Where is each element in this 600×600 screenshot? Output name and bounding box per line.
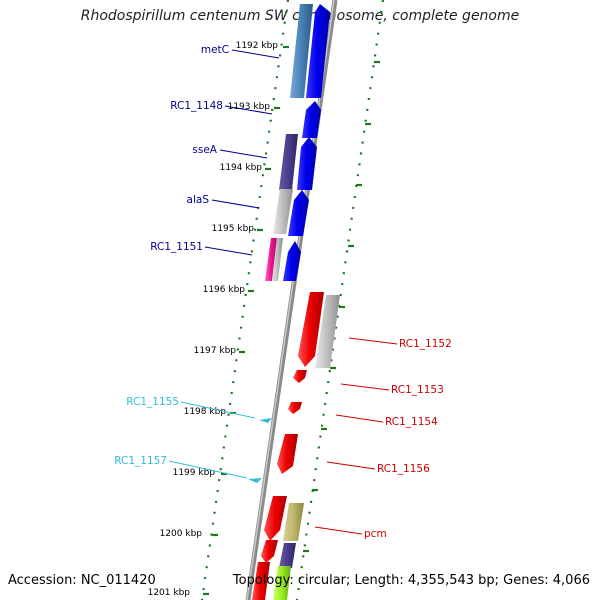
gene-arrow-metC [306, 4, 330, 98]
ruler-ticks [203, 45, 289, 596]
ruler-label: 1193 kbp [228, 102, 271, 112]
ruler-label: 1200 kbp [160, 529, 203, 539]
ruler-label: 1198 kbp [184, 407, 227, 417]
ruler-label: 1196 kbp [203, 285, 246, 295]
category-bar-khaki [283, 503, 304, 541]
gene-arrow-rc1-1148 [302, 101, 321, 138]
ruler-label: 1192 kbp [236, 41, 279, 51]
forward-strand-genes [283, 4, 330, 281]
left-gene-labels: metC RC1_1148 sseA alaS RC1_1151 RC1_115… [114, 44, 229, 467]
trna-arrow-rc1-1157 [248, 478, 262, 483]
leader-lines [168, 49, 398, 535]
gene-arrow-rc1-1151 [283, 241, 301, 281]
ruler-label: 1201 kbp [148, 588, 191, 598]
gene-arrow-lower-b [252, 562, 270, 600]
category-bar-indigo [279, 134, 298, 190]
category-bar-pink [265, 238, 277, 281]
topology-text: Topology: circular; Length: 4,355,543 bp… [232, 573, 590, 588]
category-bar-gray [273, 189, 293, 234]
gene-label-rc1-1156: RC1_1156 [377, 463, 430, 475]
trna-genes [248, 418, 272, 483]
gene-arrow-rc1-1156 [277, 434, 298, 474]
gene-arrow-pcm [264, 496, 287, 541]
gene-label-ssea: sseA [192, 144, 217, 156]
gene-arrow-rc1-1152 [298, 292, 324, 367]
category-bars [265, 4, 340, 600]
gene-arrow-ssea [297, 137, 317, 190]
gene-arrow-rc1-1154 [288, 402, 302, 414]
ruler-labels: 1192 kbp 1193 kbp 1194 kbp 1195 kbp 1196… [148, 41, 279, 598]
ruler-label: 1194 kbp [220, 163, 263, 173]
right-gene-labels: RC1_1152 RC1_1153 RC1_1154 RC1_1156 pcm [364, 338, 452, 540]
gene-label-rc1-1155: RC1_1155 [126, 396, 179, 408]
category-bar-steel [290, 4, 313, 98]
gene-label-metc: metC [201, 44, 229, 56]
gene-label-rc1-1157: RC1_1157 [114, 455, 167, 467]
gene-label-rc1-1152: RC1_1152 [399, 338, 452, 350]
ruler-label: 1199 kbp [173, 468, 216, 478]
accession-text: Accession: NC_011420 [8, 573, 156, 588]
category-bar-lime [273, 566, 291, 600]
gene-label-rc1-1153: RC1_1153 [391, 384, 444, 396]
category-bar-gray-small [272, 238, 283, 281]
category-bar-indigo-low [279, 543, 296, 568]
gene-arrow-rc1-1153 [293, 370, 307, 383]
chromosome-backbone-highlight [246, 0, 335, 600]
chromosome-backbone [245, 0, 338, 600]
outer-ruler-ticks [303, 60, 380, 553]
trna-arrow-rc1-1155 [259, 418, 272, 423]
category-bar-gray-right [315, 295, 340, 368]
gene-label-alas: alaS [187, 194, 210, 206]
ruler-label: 1197 kbp [194, 346, 237, 356]
gene-label-rc1-1151: RC1_1151 [150, 241, 203, 253]
gene-label-rc1-1154: RC1_1154 [385, 416, 438, 428]
ruler-label: 1195 kbp [212, 224, 255, 234]
gene-label-rc1-1148: RC1_1148 [170, 100, 223, 112]
gene-arrow-alas [288, 190, 309, 236]
reverse-strand-genes [252, 292, 324, 600]
gene-label-pcm: pcm [364, 528, 387, 540]
gene-arrow-lower-a [261, 540, 278, 563]
